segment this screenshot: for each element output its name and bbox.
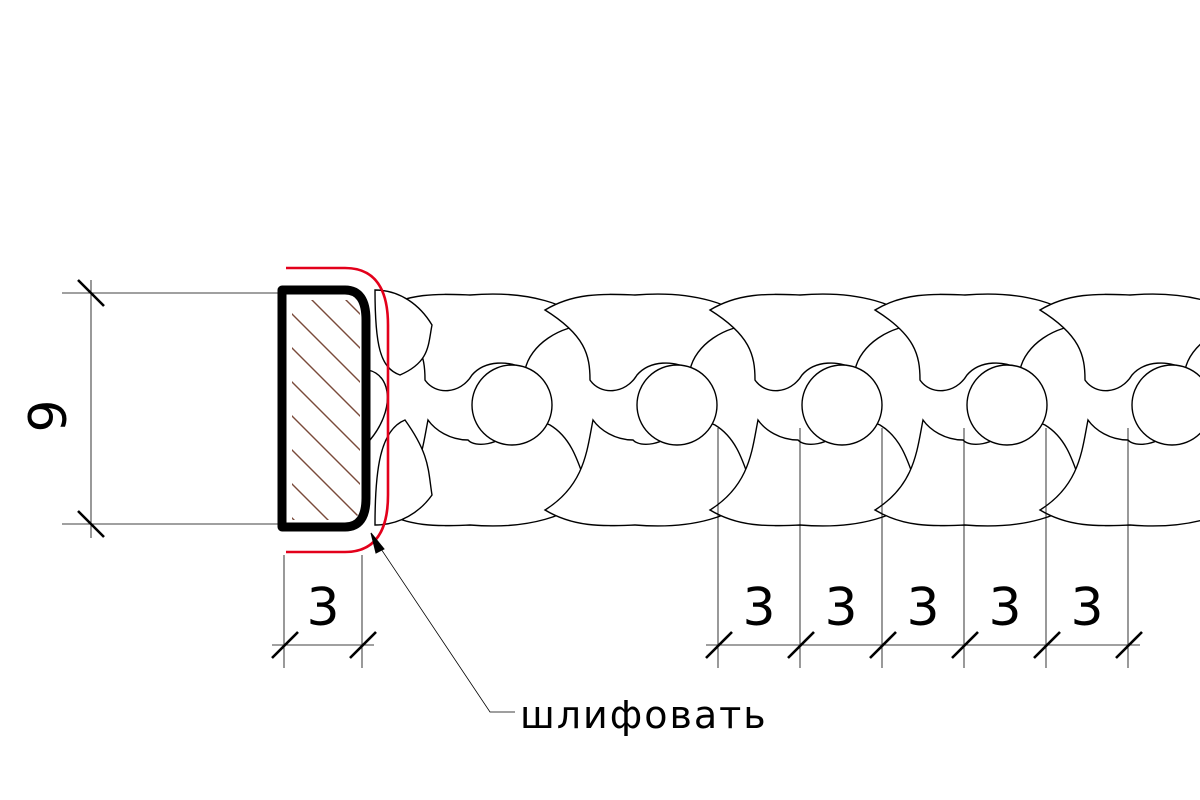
pitch-dimension-value: 3 bbox=[1070, 578, 1103, 638]
link-lower-lobe bbox=[1038, 418, 1200, 527]
link-upper-lobe bbox=[1038, 293, 1200, 392]
link-ring bbox=[1131, 364, 1200, 446]
hatch-line bbox=[301, 300, 360, 520]
hatch-line bbox=[292, 300, 305, 520]
hatch-line bbox=[292, 300, 339, 520]
pitch-tick bbox=[1033, 631, 1061, 659]
pitch-dimension-value: 3 bbox=[742, 578, 775, 638]
link-upper-lobe bbox=[378, 293, 592, 392]
chain-link bbox=[378, 293, 592, 527]
link-ring bbox=[636, 364, 718, 446]
link-upper-lobe bbox=[543, 293, 757, 392]
link-upper-lobe bbox=[873, 293, 1087, 392]
polish-callout-label: шлифовать bbox=[520, 693, 768, 737]
link-ring bbox=[801, 364, 883, 446]
pitch-dimension-value: 3 bbox=[824, 578, 857, 638]
link-ring bbox=[966, 364, 1048, 446]
polish-contour bbox=[286, 266, 390, 554]
wire-cross-section bbox=[277, 285, 371, 532]
height-dimension: 9 bbox=[19, 279, 282, 538]
section-width-dimension: 3 bbox=[271, 555, 377, 668]
hatch-line bbox=[292, 300, 360, 520]
pitch-tick bbox=[705, 631, 733, 659]
hatch-line bbox=[292, 300, 360, 520]
chain-link bbox=[1038, 293, 1200, 527]
chain-link bbox=[543, 293, 757, 527]
chain-link bbox=[708, 293, 922, 527]
hatch-line bbox=[292, 300, 360, 520]
section-hatching bbox=[292, 300, 360, 520]
pitch-tick bbox=[787, 631, 815, 659]
curb-chain-links bbox=[367, 289, 1200, 527]
polish-callout: шлифовать bbox=[370, 532, 768, 737]
pitch-tick bbox=[951, 631, 979, 659]
link-upper-lobe bbox=[708, 293, 922, 392]
pitch-dimension-value: 3 bbox=[906, 578, 939, 638]
chain-link bbox=[873, 293, 1087, 527]
section-outline bbox=[277, 285, 371, 532]
height-dimension-value: 9 bbox=[19, 399, 79, 432]
section-width-value: 3 bbox=[306, 578, 339, 638]
pitch-tick bbox=[1115, 631, 1143, 659]
hatch-line bbox=[292, 300, 360, 520]
pitch-tick bbox=[869, 631, 897, 659]
link-ring bbox=[471, 364, 553, 446]
partial-link-ring bbox=[367, 369, 389, 441]
pitch-dimension-value: 3 bbox=[988, 578, 1021, 638]
